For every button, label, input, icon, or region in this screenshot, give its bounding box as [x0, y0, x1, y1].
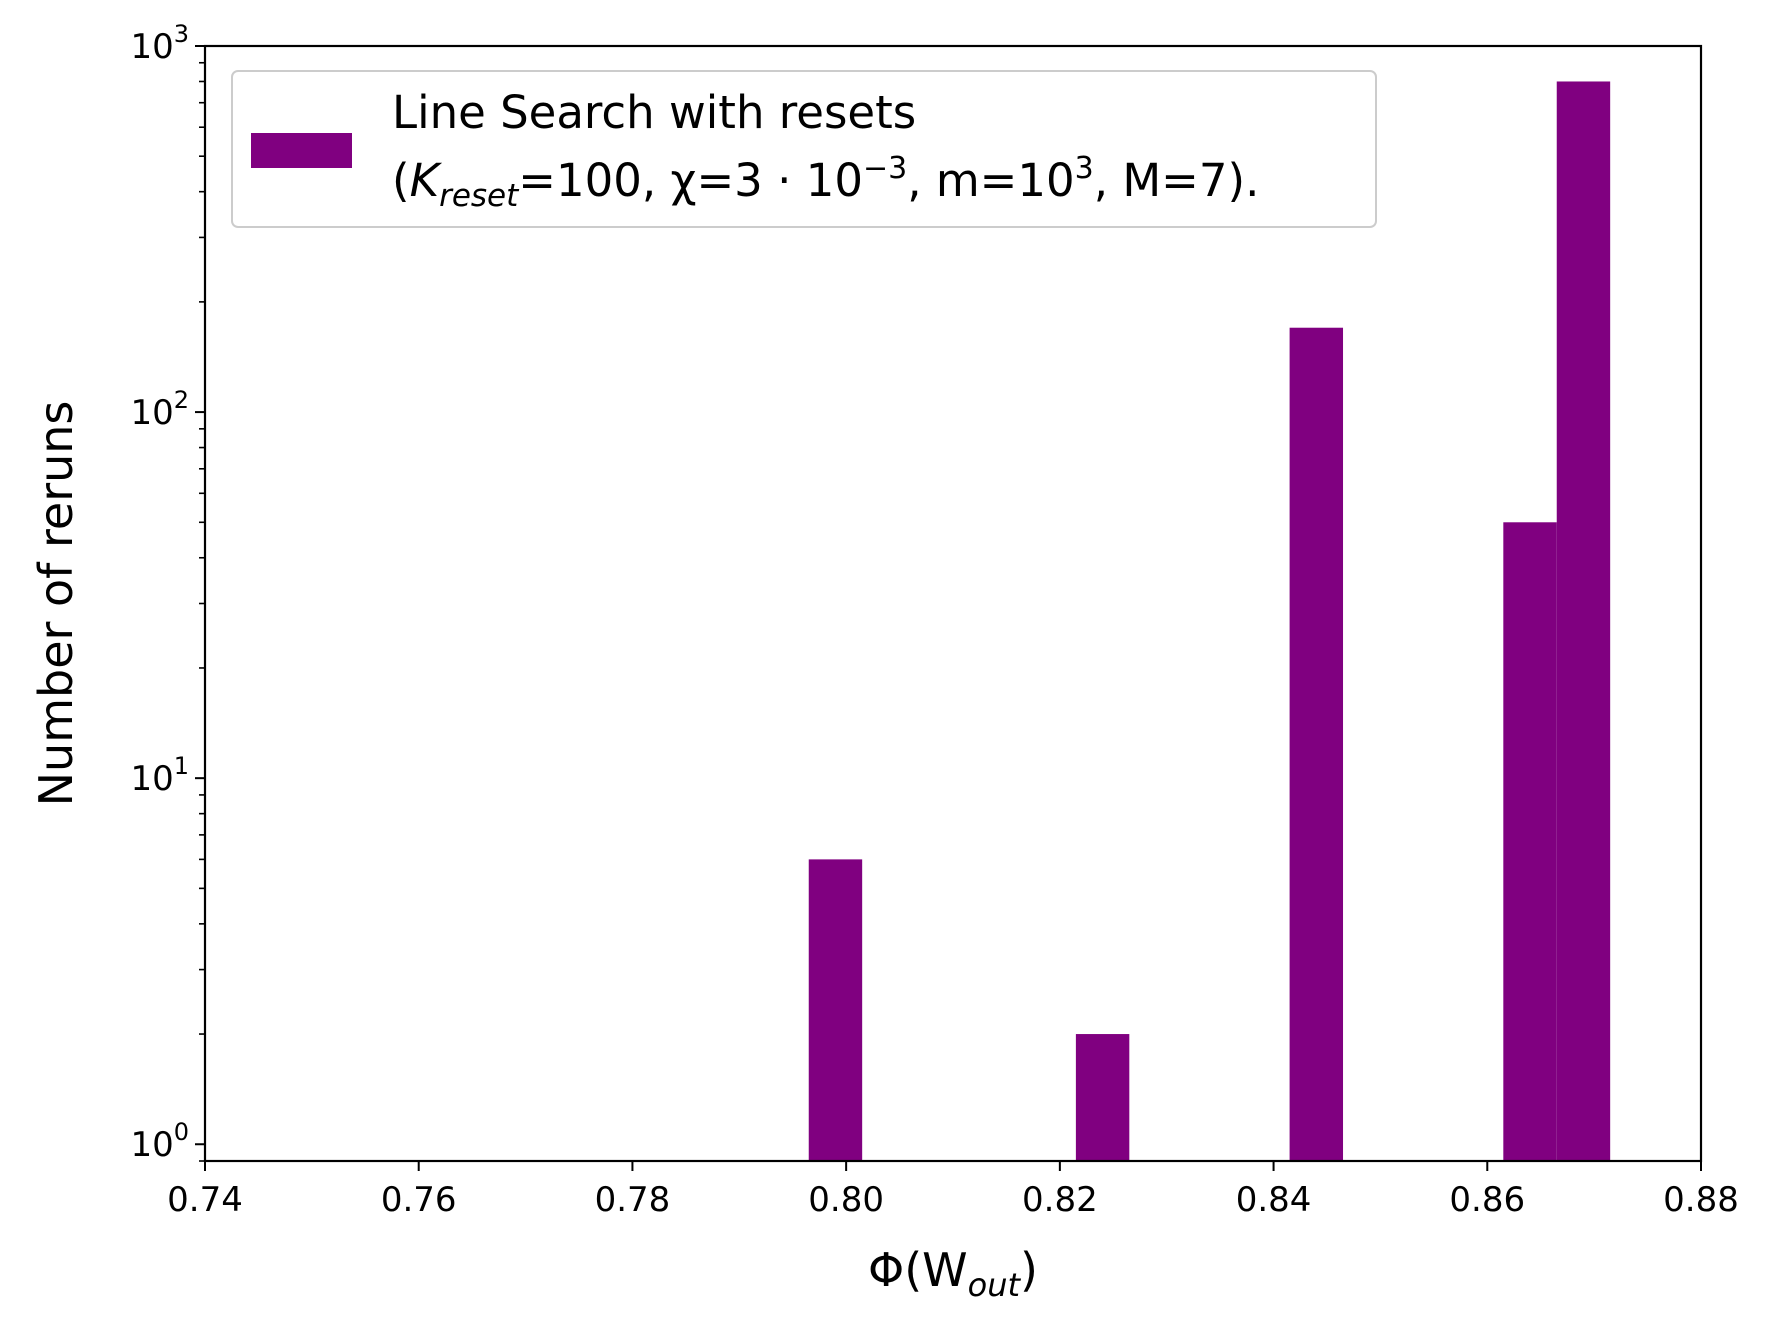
ticks-layer: 0.74 0.76 0.78 0.80 0.82 0.84 0.86 0.88 100 101 10… [130, 20, 1738, 1220]
y-tick-label: 100 [130, 1118, 189, 1165]
histogram-bar [1289, 327, 1344, 1161]
legend: Line Search with resets (Kreset=100, χ=3… [231, 70, 1377, 228]
x-tick-label: 0.74 [167, 1180, 243, 1220]
y-tick-label: 101 [130, 752, 189, 799]
x-tick-label: 0.86 [1449, 1180, 1525, 1220]
x-axis-label: Φ(Wout) [868, 1243, 1038, 1304]
x-tick-label: 0.82 [1022, 1180, 1098, 1220]
x-tick-label: 0.88 [1663, 1180, 1739, 1220]
y-tick-label: 102 [130, 386, 189, 433]
x-tick-label: 0.84 [1236, 1180, 1312, 1220]
x-tick-label: 0.76 [381, 1180, 457, 1220]
histogram-bar [1556, 81, 1611, 1162]
legend-label-line1: Line Search with resets [392, 86, 916, 139]
y-tick-label: 103 [130, 20, 189, 67]
y-axis-label: Number of reruns [29, 401, 83, 807]
histogram-bar [1075, 1034, 1130, 1161]
bars-layer [808, 81, 1611, 1162]
x-tick-label: 0.80 [808, 1180, 884, 1220]
x-tick-label: 0.78 [595, 1180, 671, 1220]
legend-box [231, 70, 1377, 228]
histogram-bar [1503, 522, 1557, 1161]
legend-swatch [251, 133, 352, 168]
legend-label-line2: (Kreset=100, χ=3 · 10−3, m=103, M=7). [392, 151, 1259, 214]
histogram-bar [808, 859, 863, 1161]
